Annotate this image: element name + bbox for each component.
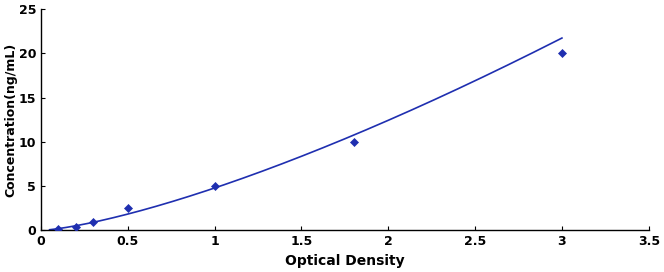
X-axis label: Optical Density: Optical Density	[285, 254, 404, 268]
Y-axis label: Concentration(ng/mL): Concentration(ng/mL)	[4, 43, 17, 197]
